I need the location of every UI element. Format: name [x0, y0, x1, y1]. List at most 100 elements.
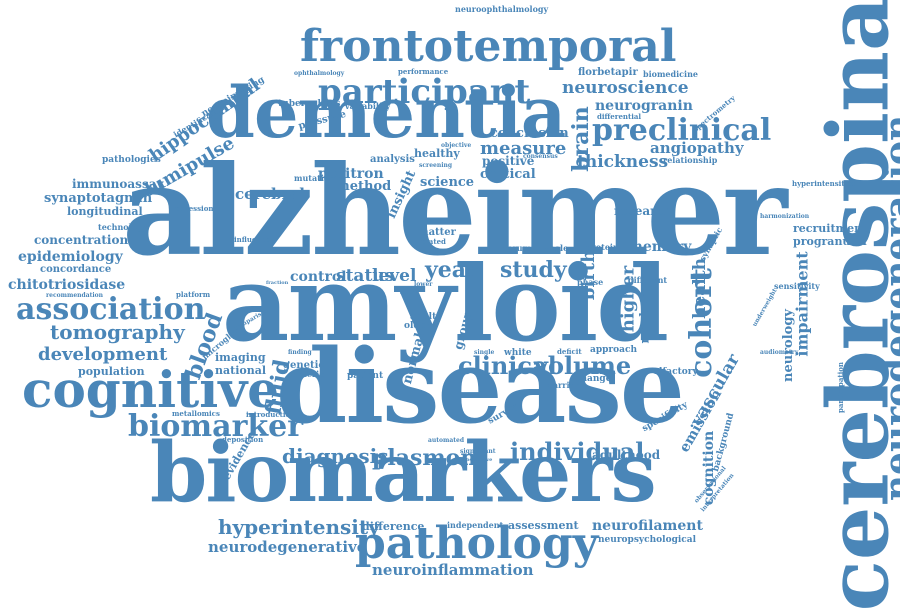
word-alzheimer: alzheimer	[122, 139, 787, 284]
word-deposition: deposition	[222, 435, 264, 444]
word-influence: influence	[234, 235, 271, 244]
word-independent: independent	[447, 520, 504, 530]
word-thickness: thickness	[577, 152, 669, 172]
word-deficit: deficit	[557, 347, 582, 356]
word-immunoassay: immunoassay	[72, 177, 164, 191]
word-whole: whole	[542, 243, 569, 253]
word-level: level	[372, 266, 417, 286]
word-difference: difference	[362, 520, 425, 533]
word-assessment: assessment	[508, 519, 579, 532]
word-introduction: introduction	[246, 410, 296, 419]
word-single: single	[474, 349, 495, 356]
word-participant: participant	[318, 72, 531, 112]
word-patient: patient	[347, 371, 384, 381]
word-marker: marker	[637, 294, 652, 344]
word-progranulin: progranulin	[793, 235, 867, 248]
word-mutation: mutation	[294, 173, 336, 183]
word-diagnosis: diagnosis	[282, 444, 389, 468]
word-control: control	[290, 269, 347, 285]
word-development: development	[38, 344, 168, 365]
word-change: change	[575, 374, 612, 384]
word-cortical: cortical	[480, 167, 536, 182]
word-recruitment: recruitment	[793, 222, 868, 235]
word-concordance: concordance	[40, 264, 112, 275]
word-association: association	[16, 292, 206, 327]
word-neurodegeneration: neurodegeneration	[877, 114, 900, 502]
word-study: study	[500, 257, 567, 283]
word-score: score	[400, 289, 419, 296]
word-technology: technology	[98, 222, 148, 232]
word-healthy: healthy	[414, 147, 460, 160]
word-positive: positive	[482, 154, 535, 168]
word-concentration: concentration	[34, 233, 129, 247]
word-related: related	[418, 237, 446, 246]
word-underweight: underweight	[751, 287, 779, 328]
word-chitotriosidase: chitotriosidase	[8, 277, 126, 293]
word-memory: memory	[628, 239, 692, 255]
word-audiometry: audiometry	[760, 349, 799, 356]
word-epidemiology: epidemiology	[18, 249, 123, 265]
word-cloud: alzheimer amyloid disease biomarkers cer…	[8, 0, 900, 611]
word-olfactory: olfactory	[653, 367, 698, 377]
word-harmonization: harmonization	[760, 213, 810, 220]
word-variability: variability	[345, 101, 391, 111]
word-population: population	[78, 365, 145, 378]
word-lower: lower	[414, 281, 433, 288]
word-significant: significant	[460, 448, 496, 455]
word-biomarker: biomarker	[128, 409, 304, 444]
word-year: year	[425, 257, 478, 283]
word-different: different	[628, 275, 668, 285]
word-biomedicine: biomedicine	[643, 69, 698, 79]
word-older: older	[404, 321, 431, 331]
word-recommendation: recommendation	[46, 292, 104, 299]
word-neuropsychological: neuropsychological	[598, 535, 697, 545]
word-measure: measure	[480, 138, 567, 159]
word-regression: regression	[172, 204, 214, 213]
word-finding: finding	[288, 349, 312, 356]
word-florbetapir: florbetapir	[578, 67, 638, 78]
word-automated: automated	[428, 437, 465, 444]
word-hyperintensities: hyperintensities	[792, 179, 856, 188]
word-amyloid: amyloid	[222, 242, 669, 365]
word-objective: objective	[441, 142, 472, 149]
word-imaging: imaging	[215, 351, 266, 364]
word-neurofilament: neurofilament	[592, 518, 703, 534]
word-approach: approach	[590, 345, 638, 355]
word-tuberculosis: tuberculosis	[278, 99, 341, 109]
word-genetic: genetic	[283, 360, 325, 371]
word-positron: positron	[318, 166, 384, 182]
word-pathologies: pathologies	[102, 155, 161, 165]
word-hyperintensity: hyperintensity	[218, 515, 380, 539]
word-clinical: clinical	[458, 351, 557, 380]
word-biomarkers: biomarkers	[150, 425, 657, 521]
word-phase: phase	[577, 277, 604, 287]
word-volume: volume	[534, 351, 632, 380]
word-screening: screening	[419, 162, 453, 169]
word-conclusion: conclusion	[490, 126, 569, 141]
word-neurology: neurology	[780, 309, 796, 382]
word-serum: serum	[503, 243, 532, 253]
word-analysis: analysis	[370, 154, 415, 165]
word-neuroophthalmology: neuroophthalmology	[455, 4, 549, 14]
word-pathology: pathology	[355, 518, 599, 569]
word-method: method	[336, 179, 392, 194]
word-relationship: relationship	[663, 155, 718, 165]
word-neuroinflammation: neuroinflammation	[372, 561, 534, 579]
word-science: science	[420, 175, 475, 190]
word-brain: brain	[567, 106, 594, 172]
word-longitudinal: longitudinal	[67, 205, 143, 218]
word-impairment: impairment	[792, 251, 812, 357]
word-plasmon: plasmon	[372, 445, 477, 471]
word-protein: protein	[586, 242, 619, 252]
word-neurogranin: neurogranin	[595, 98, 693, 114]
word-matter: matter	[418, 227, 456, 238]
word-sensitivity: sensitivity	[774, 281, 820, 291]
word-health: health	[689, 258, 710, 319]
word-synaptotagmin: synaptotagmin	[44, 191, 153, 206]
word-white: white	[504, 348, 532, 358]
word-criterion: criterion	[291, 369, 331, 379]
word-preclinical: preclinical	[592, 113, 772, 148]
word-disease: disease	[276, 327, 685, 447]
word-participation: participation	[836, 361, 846, 414]
word-frontotemporal: frontotemporal	[300, 21, 677, 72]
